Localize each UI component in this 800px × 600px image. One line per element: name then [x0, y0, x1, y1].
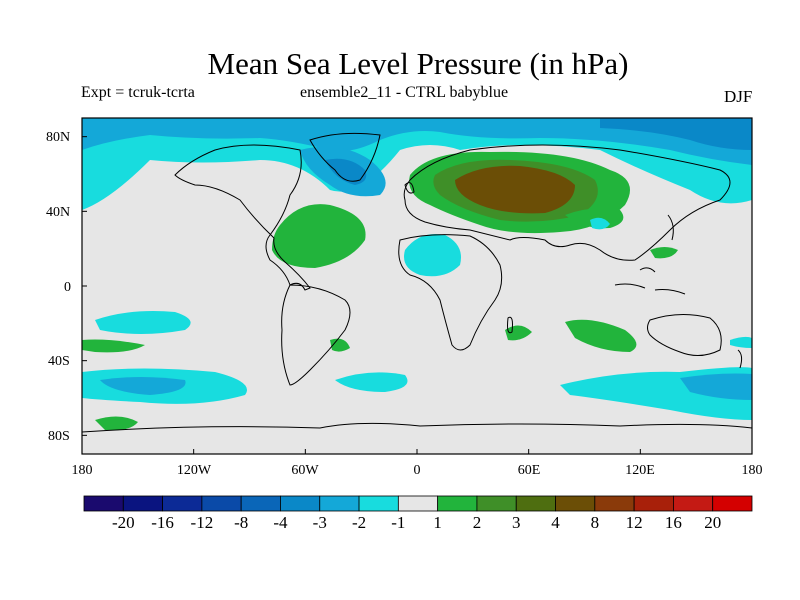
colorbar-label: 20: [704, 513, 721, 532]
colorbar-label: -8: [234, 513, 248, 532]
y-tick-80s: 80S: [48, 429, 70, 444]
x-tick-60w: 60W: [291, 463, 319, 478]
y-tick-40s: 40S: [48, 354, 70, 369]
x-tick-120w: 120W: [177, 463, 212, 478]
colorbar-swatch: [83, 495, 124, 512]
southeast-pacific-negative: [730, 336, 752, 348]
x-tick-180e: 180: [742, 463, 763, 478]
colorbar-labels: -20 -16 -12 -8 -4 -3 -2 -1 1 2 3 4 8 12 16 20: [112, 513, 721, 532]
colorbar-swatch: [594, 495, 635, 512]
colorbar-swatch: [555, 495, 596, 512]
colorbar-swatch: [240, 495, 281, 512]
india-negative-small: [590, 217, 610, 230]
colorbar-swatch: [515, 495, 556, 512]
colorbar-swatch: [280, 495, 321, 512]
coastline-antarctica: [82, 422, 752, 433]
coastline-japan: [667, 214, 674, 241]
africa-negative-region: [404, 234, 461, 277]
x-tick-0: 0: [414, 463, 421, 478]
colorbar-label: -16: [151, 513, 174, 532]
arctic-negative-region-3: [600, 118, 752, 150]
africa-south-positive: [505, 325, 532, 341]
colorbar-label: 4: [551, 513, 560, 532]
colorbar-swatch: [397, 495, 439, 512]
colorbar-label: -20: [112, 513, 135, 532]
x-tick-60e: 60E: [518, 463, 541, 478]
axis-ticks: [81, 136, 753, 454]
coastline-africa: [398, 234, 503, 351]
colorbar-label: -4: [273, 513, 288, 532]
chart-title: Mean Sea Level Pressure (in hPa): [207, 46, 629, 81]
greenland-negative-core: [325, 158, 367, 185]
colorbar-swatch: [673, 495, 714, 512]
x-tick-120e: 120E: [625, 463, 655, 478]
colorbar-label: 2: [473, 513, 482, 532]
southern-ocean-negative-core: [680, 373, 752, 400]
colorbar-swatch: [358, 495, 399, 512]
indian-ocean-positive: [565, 319, 637, 352]
colorbar-swatch: [437, 495, 478, 512]
colorbar-label: -2: [352, 513, 366, 532]
south-pacific-negative-2-core: [100, 377, 186, 395]
coastline-madagascar: [507, 316, 513, 334]
atlantic-positive-region: [272, 204, 366, 268]
colorbar-label: 12: [626, 513, 643, 532]
colorbar-label: -12: [191, 513, 214, 532]
colorbar-label: 1: [433, 513, 442, 532]
south-atlantic-positive: [330, 338, 350, 352]
colorbar-swatch: [122, 495, 163, 512]
experiment-label: Expt = tcruk-tcrta: [81, 84, 195, 101]
coastline-greenland: [309, 132, 381, 182]
south-atlantic-negative: [335, 372, 408, 392]
colorbar-label: -1: [391, 513, 405, 532]
south-pacific-positive-1: [82, 339, 145, 353]
coastline-eurasia: [403, 144, 731, 261]
season-label: DJF: [724, 87, 753, 106]
coastline-new-zealand: [737, 349, 743, 369]
ensemble-label: ensemble2_11 - CTRL babyblue: [300, 84, 509, 101]
coastline-south-america: [281, 284, 351, 386]
coastline-uk: [404, 182, 415, 194]
coastline-australia: [647, 314, 722, 356]
colorbar-label: 3: [512, 513, 521, 532]
colorbar-swatch: [712, 495, 753, 512]
contour-fields: [82, 118, 752, 431]
colorbar: [83, 495, 753, 512]
colorbar-label: 16: [665, 513, 682, 532]
colorbar-swatch: [476, 495, 517, 512]
coastline-indonesia: [614, 267, 686, 295]
colorbar-swatch: [162, 495, 203, 512]
arctic-negative-region: [82, 118, 752, 210]
antarctic-positive: [95, 416, 138, 431]
eurasia-positive-core: [455, 165, 575, 214]
y-tick-80n: 80N: [46, 130, 70, 145]
y-tick-0: 0: [64, 280, 71, 295]
colorbar-label: 8: [591, 513, 600, 532]
arctic-negative-region-2: [82, 118, 752, 165]
pacific-positive-small: [650, 247, 678, 259]
colorbar-swatch: [319, 495, 360, 512]
colorbar-label: -3: [313, 513, 327, 532]
south-pacific-negative-1: [95, 311, 191, 334]
colorbar-swatch: [633, 495, 674, 512]
colorbar-swatch: [201, 495, 242, 512]
y-tick-40n: 40N: [46, 205, 70, 220]
x-tick-180w: 180: [72, 463, 93, 478]
coastlines: [82, 132, 752, 433]
